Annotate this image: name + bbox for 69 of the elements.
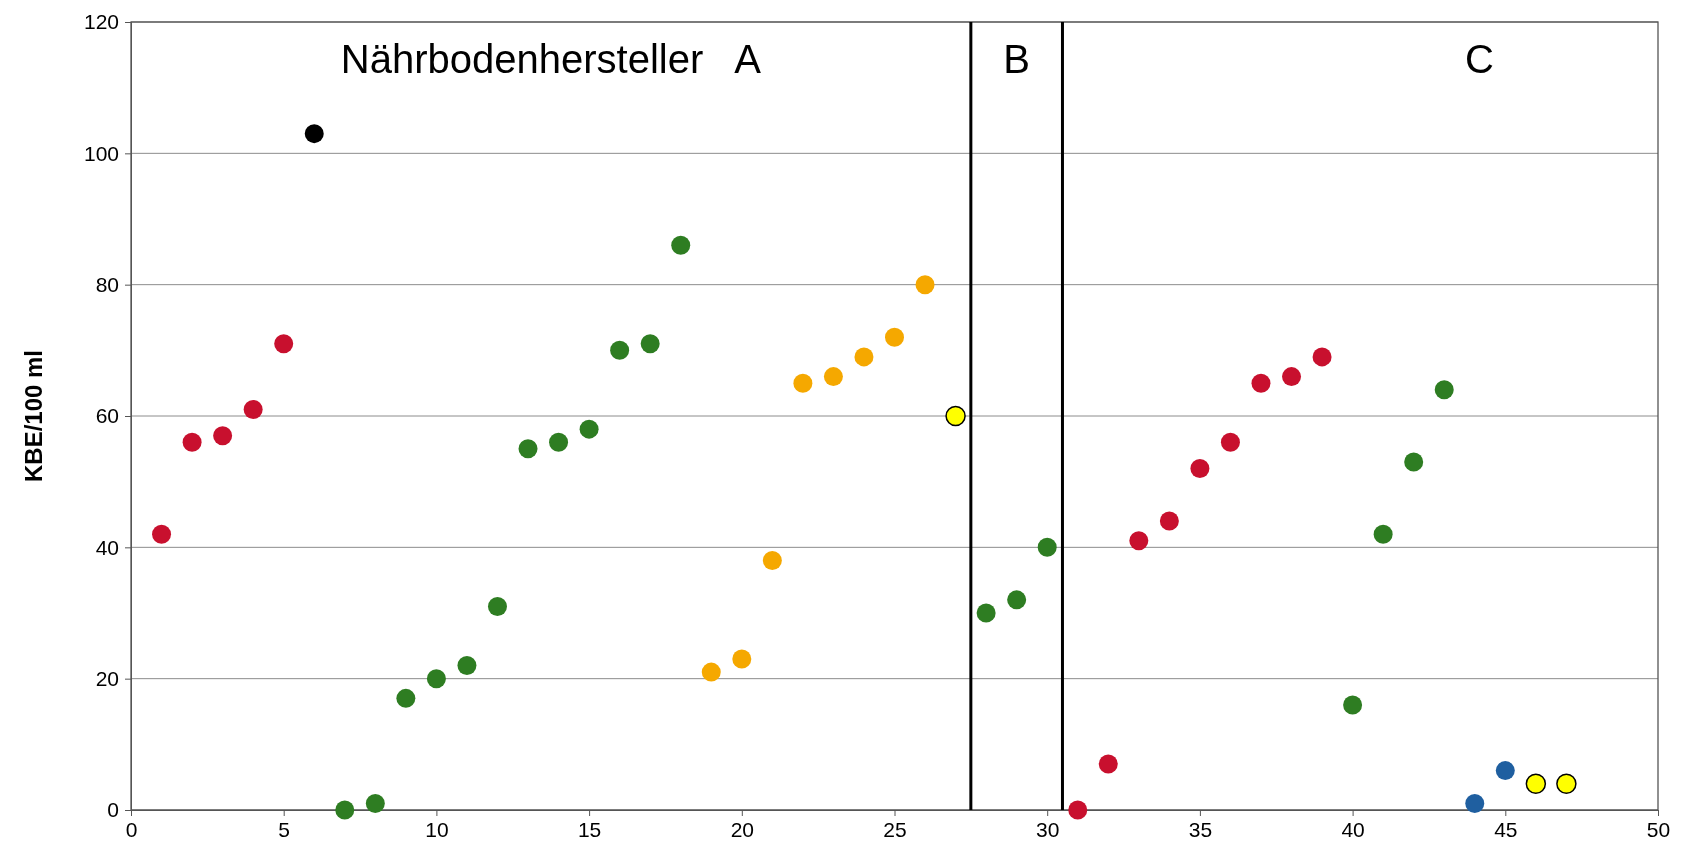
point	[396, 688, 416, 708]
point	[1037, 537, 1057, 557]
y-tick-label: 60	[95, 404, 119, 428]
point	[335, 800, 355, 820]
point	[152, 524, 172, 544]
y-tick-label: 120	[83, 10, 119, 34]
y-tick-label: 0	[107, 798, 119, 822]
y-tick-label: 100	[83, 141, 119, 165]
point	[1373, 524, 1393, 544]
point	[1098, 754, 1118, 774]
point	[701, 662, 721, 682]
y-tick-label: 80	[95, 272, 119, 296]
point	[854, 347, 874, 367]
x-tick-label: 15	[577, 817, 602, 841]
point	[1251, 373, 1271, 393]
x-tick-label: 40	[1341, 817, 1365, 841]
point	[885, 327, 904, 347]
y-axis-title: KBE/100 ml	[20, 349, 47, 483]
point	[1220, 432, 1240, 452]
x-tick-label: 20	[730, 817, 754, 841]
point	[304, 124, 324, 144]
point	[915, 275, 935, 295]
point	[1190, 459, 1210, 479]
point	[579, 419, 599, 439]
y-tick-label: 40	[95, 535, 119, 559]
point	[640, 334, 660, 354]
point	[213, 426, 233, 446]
x-tick-label: 25	[883, 817, 907, 841]
point	[365, 793, 385, 813]
annotation: C	[1464, 36, 1494, 81]
point	[457, 656, 477, 676]
point	[1465, 793, 1485, 813]
point	[1007, 590, 1027, 610]
point	[793, 373, 813, 393]
point	[1434, 380, 1454, 400]
point	[182, 432, 202, 452]
point	[243, 399, 263, 419]
point	[732, 649, 752, 669]
point	[976, 603, 996, 623]
point	[610, 340, 630, 360]
x-tick-label: 50	[1646, 817, 1671, 841]
point	[487, 596, 507, 616]
point	[518, 439, 538, 459]
x-tick-label: 35	[1188, 817, 1213, 841]
point	[1404, 452, 1424, 472]
point	[671, 235, 691, 255]
point	[274, 334, 294, 354]
point	[1312, 347, 1332, 367]
point	[1159, 511, 1179, 531]
x-tick-label: 45	[1494, 817, 1518, 841]
point	[426, 669, 446, 689]
x-tick-label: 0	[125, 817, 138, 841]
y-tick-label: 20	[95, 666, 119, 690]
point	[1343, 695, 1363, 715]
point	[945, 405, 966, 427]
annotation: B	[1003, 36, 1030, 81]
point	[1495, 761, 1515, 781]
x-tick-label: 30	[1036, 817, 1060, 841]
annotation: Nährbodenhersteller A	[340, 36, 762, 81]
point	[1129, 531, 1149, 551]
x-tick-label: 10	[425, 817, 449, 841]
point	[1068, 800, 1088, 820]
point	[549, 432, 569, 452]
point	[762, 550, 782, 570]
point	[1282, 367, 1302, 387]
point	[1556, 773, 1577, 794]
point	[1525, 773, 1547, 794]
x-tick-label: 5	[278, 817, 291, 841]
point	[823, 367, 843, 387]
